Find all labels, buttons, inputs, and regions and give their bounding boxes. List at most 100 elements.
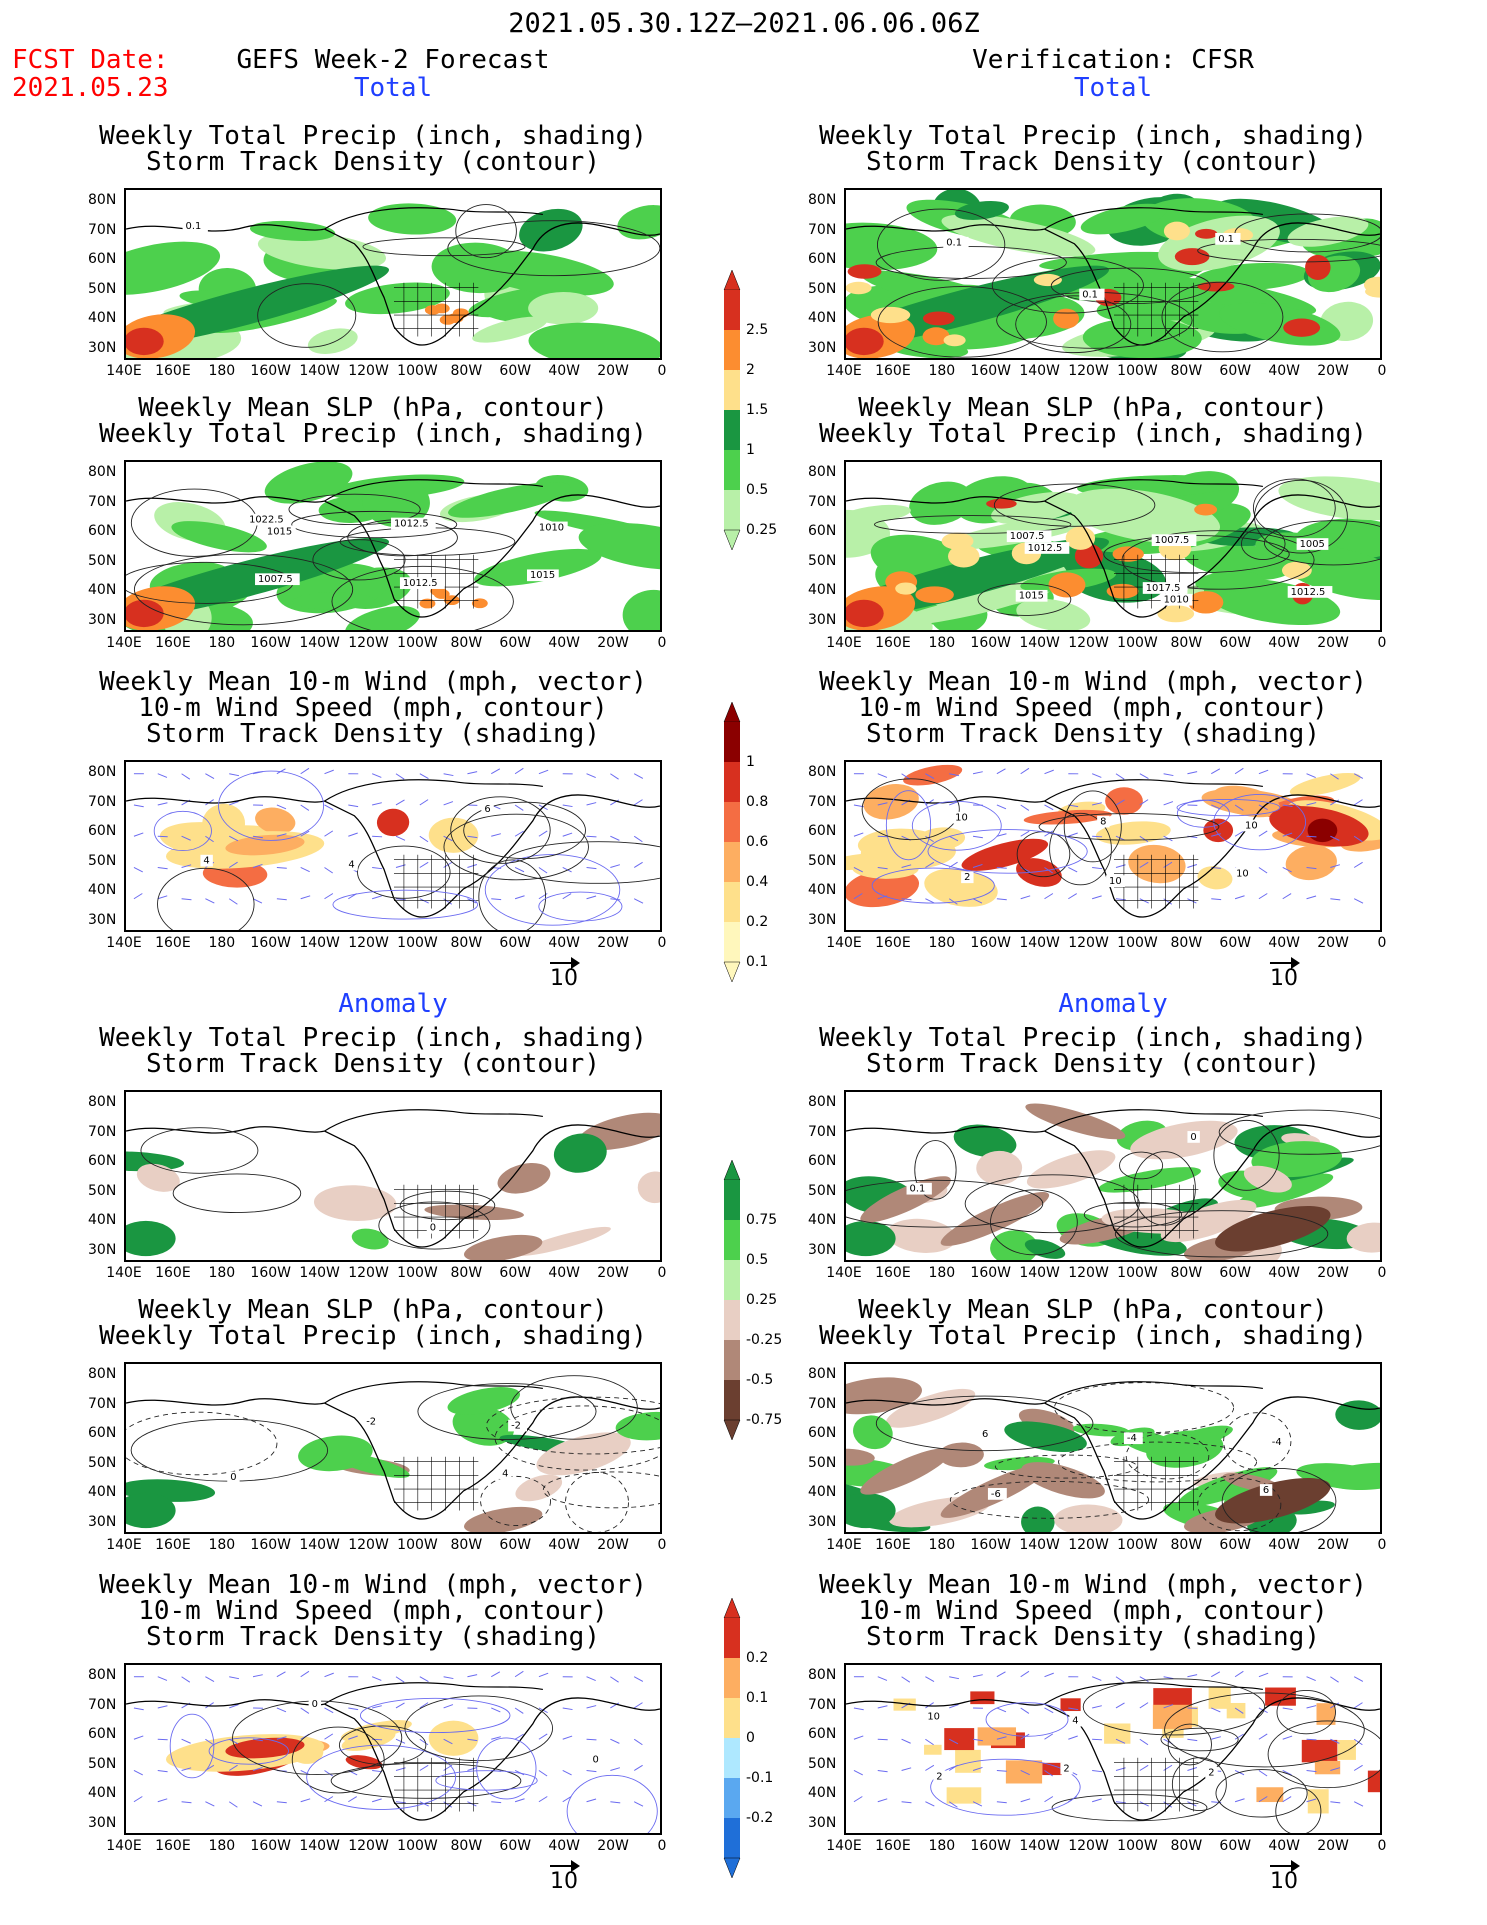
lon-label-60W: 60W xyxy=(1219,1265,1252,1281)
wind-vector xyxy=(1282,832,1293,837)
wind-vector xyxy=(1092,1798,1102,1803)
lon-label-100W: 100W xyxy=(397,635,438,651)
lon-label-140W: 140W xyxy=(299,635,340,651)
wind-vector xyxy=(1211,898,1222,901)
wind-vector xyxy=(229,773,240,777)
coastline xyxy=(126,494,660,618)
wind-vector xyxy=(181,773,191,780)
wind-vector xyxy=(1020,804,1030,811)
lon-label-160W: 160W xyxy=(250,1537,292,1553)
wind-vector xyxy=(538,1770,548,1777)
wind-vector xyxy=(586,1738,597,1741)
wind-vector xyxy=(610,773,619,780)
lon-label-140W: 140W xyxy=(1019,1838,1060,1854)
wind-vector xyxy=(996,1671,1006,1678)
wind-vector xyxy=(1282,804,1293,808)
map-panel-left-2: 1015 1012.5 1010 1007.5 1012.5 1015 1022.5 xyxy=(124,460,662,632)
storm-density-shading xyxy=(1289,773,1361,797)
vector-reference-label: 10 xyxy=(1270,1869,1298,1894)
lat-label-80N: 80N xyxy=(88,192,117,208)
wind-vector xyxy=(1163,898,1173,905)
lon-label-0: 0 xyxy=(1377,1838,1387,1854)
wind-vector xyxy=(133,1707,144,1711)
wind-vector xyxy=(1234,1670,1244,1678)
map-panel-left-1: 0.1 xyxy=(124,188,662,360)
contour-label: 1007.5 xyxy=(258,574,293,585)
wind-vector xyxy=(276,1671,286,1678)
precip-heavy xyxy=(847,264,882,279)
wind-vector xyxy=(1139,835,1149,843)
precip-anom-wet xyxy=(846,1492,896,1529)
lat-label-40N: 40N xyxy=(88,1785,117,1801)
wind-vector xyxy=(276,1707,287,1713)
colorbar-segment xyxy=(724,1340,740,1380)
contour-line xyxy=(417,1383,597,1440)
colorbar-segment xyxy=(724,1380,740,1420)
wind-vector xyxy=(181,1676,191,1683)
wind-vector xyxy=(181,864,192,868)
contour-line xyxy=(1082,1678,1266,1736)
contour-line xyxy=(1125,1432,1210,1480)
precip-anom-shading xyxy=(497,1163,551,1194)
panel-9-title-line-1: Weekly Mean SLP (hPa, contour) xyxy=(858,1295,1328,1325)
wind-vector xyxy=(252,898,263,904)
storm-density-shading xyxy=(846,869,920,908)
wind-vector xyxy=(1163,801,1174,806)
lat-label-70N: 70N xyxy=(808,1123,837,1140)
wind-vector xyxy=(1139,799,1149,806)
precip-shading xyxy=(1277,545,1380,600)
wind-vector xyxy=(157,802,168,806)
wind-vector xyxy=(586,867,597,870)
lat-label-60N: 60N xyxy=(808,1153,837,1169)
lat-label-70N: 70N xyxy=(808,221,837,238)
contour-line xyxy=(911,800,1002,851)
wind-vector xyxy=(491,898,502,901)
lon-label-80W: 80W xyxy=(450,363,483,379)
panel-11-title-line-1: Weekly Mean 10-m Wind (mph, vector) xyxy=(819,1570,1367,1600)
lon-label-160W: 160W xyxy=(250,935,292,951)
contour-line xyxy=(510,1375,638,1440)
contour-line xyxy=(208,1737,289,1765)
wind-vector xyxy=(633,861,643,868)
colorbar-segment xyxy=(724,1180,740,1220)
wind-vector xyxy=(972,1738,983,1742)
wind-vector xyxy=(1306,867,1317,870)
storm-anom-cell xyxy=(1337,1740,1356,1760)
lon-label-0: 0 xyxy=(657,1265,667,1281)
precip-shading xyxy=(617,205,660,240)
lon-label-40W: 40W xyxy=(548,1265,581,1281)
lon-label-120W: 120W xyxy=(348,363,389,379)
coastline xyxy=(126,1396,660,1520)
arctic-coastline xyxy=(1044,1381,1263,1404)
wind-vector xyxy=(348,1735,358,1740)
contour-line xyxy=(871,867,995,904)
precip-anom-shading xyxy=(1324,1462,1380,1491)
contour-label-bg xyxy=(1097,815,1110,828)
colorbar-precip-anom-label: 0.5 xyxy=(746,1252,769,1268)
wind-vector xyxy=(228,1801,238,1808)
wind-vector xyxy=(514,1733,524,1740)
wind-vector xyxy=(996,898,1007,901)
arctic-coastline xyxy=(1044,779,1263,802)
wind-vector xyxy=(1115,1702,1125,1709)
wind-vector xyxy=(205,1738,214,1746)
wind-vector xyxy=(1282,1770,1292,1776)
wind-vector xyxy=(633,1801,644,1807)
wind-vector xyxy=(1163,1801,1173,1808)
contour-line xyxy=(1063,790,1122,863)
wind-vector xyxy=(562,1707,573,1711)
lon-label-140W: 140W xyxy=(1019,635,1060,651)
wind-vector xyxy=(1020,767,1030,775)
wind-vector xyxy=(1044,1672,1054,1678)
storm-anom-cell xyxy=(944,1728,975,1751)
lon-label-160W: 160W xyxy=(970,1838,1012,1854)
contour-line xyxy=(291,510,458,539)
wind-vector xyxy=(877,773,888,778)
contour-line xyxy=(357,845,451,899)
precip-heavy xyxy=(922,327,950,346)
precip-shading xyxy=(1016,598,1091,630)
map-canvas: -4 -6 -4 6 6 xyxy=(846,1377,1380,1532)
panel-7-title-line-2: Storm Track Density (contour) xyxy=(866,1049,1320,1079)
wind-vector xyxy=(443,898,453,905)
contour-line xyxy=(362,237,526,257)
